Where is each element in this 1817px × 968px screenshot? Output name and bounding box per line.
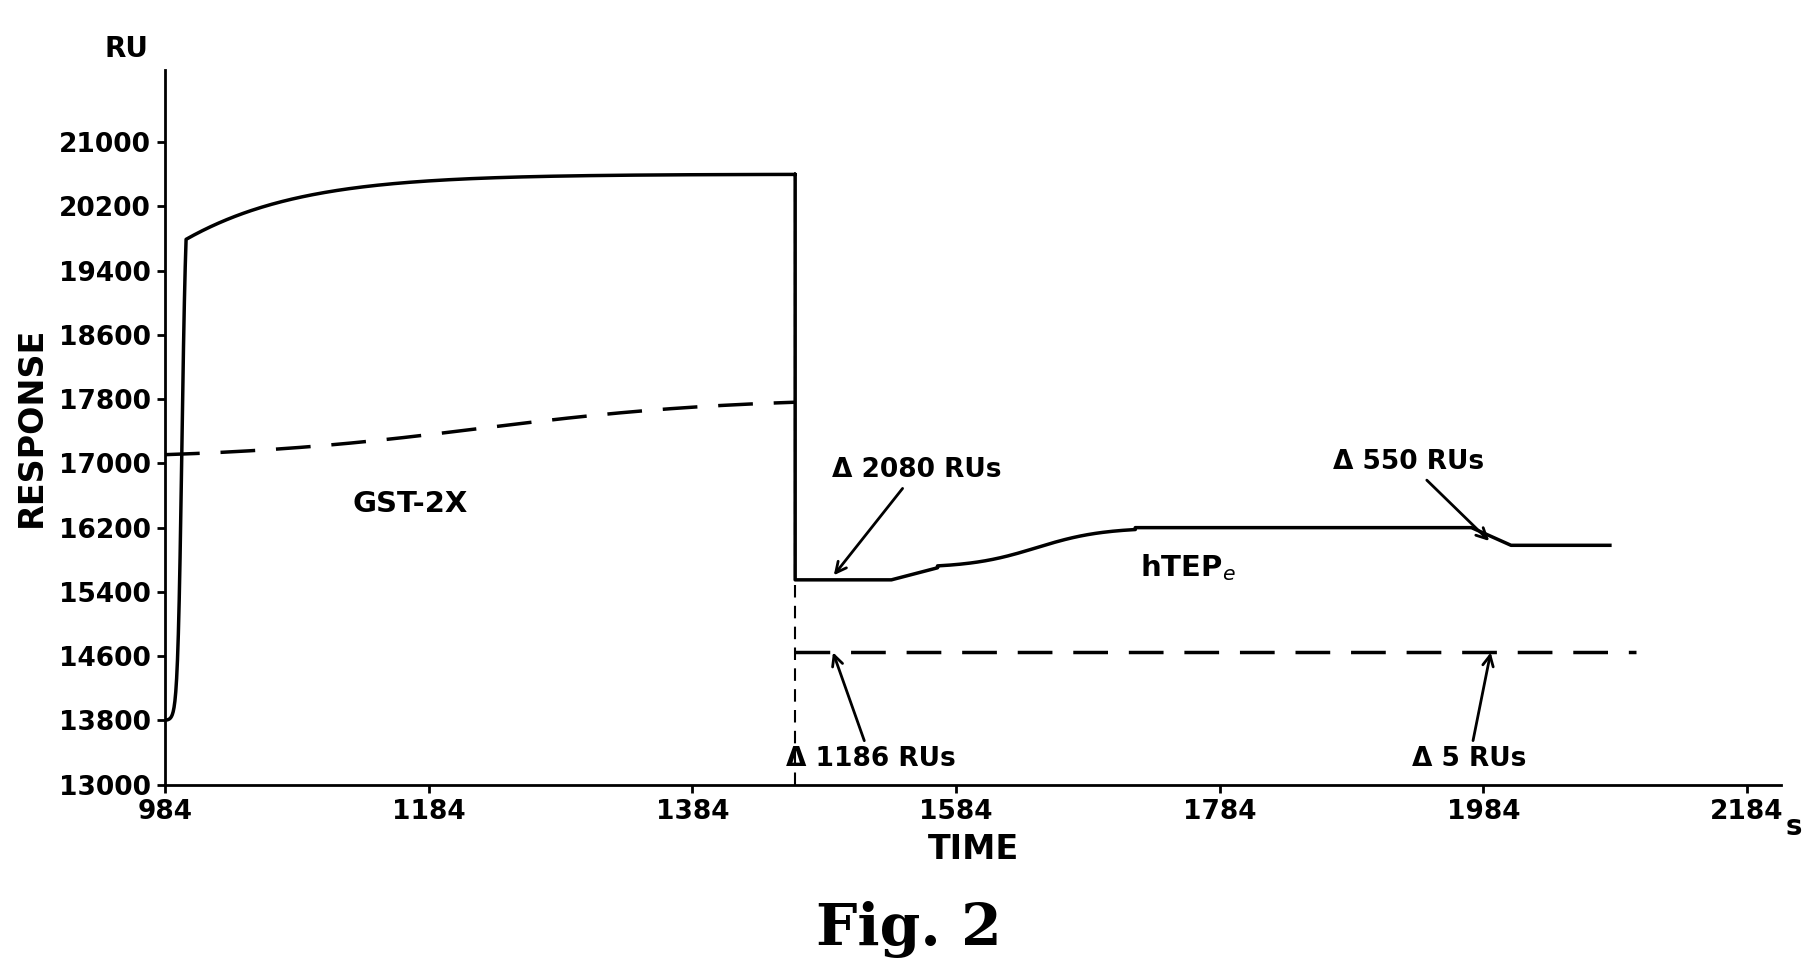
Text: Fig. 2: Fig. 2 (816, 901, 1001, 958)
Text: s: s (1786, 813, 1802, 841)
Text: GST-2X: GST-2X (352, 490, 469, 518)
Text: Δ 1186 RUs: Δ 1186 RUs (787, 655, 956, 772)
Y-axis label: RESPONSE: RESPONSE (15, 327, 47, 528)
Text: Δ 2080 RUs: Δ 2080 RUs (832, 458, 1001, 573)
Text: Δ 5 RUs: Δ 5 RUs (1412, 655, 1526, 772)
Text: hTEP$_e$: hTEP$_e$ (1139, 553, 1236, 583)
X-axis label: TIME: TIME (927, 832, 1019, 866)
Text: RU: RU (105, 35, 149, 63)
Text: Δ 550 RUs: Δ 550 RUs (1334, 449, 1486, 539)
